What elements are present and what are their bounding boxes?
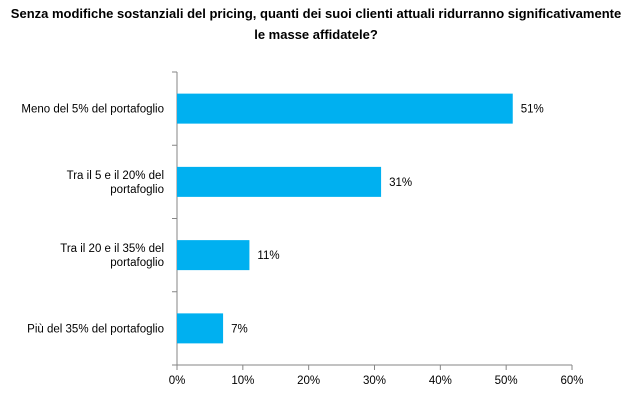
x-tick-label: 60% bbox=[560, 375, 583, 387]
category-label: Tra il 20 e il 35% del bbox=[60, 243, 164, 255]
bar bbox=[177, 166, 382, 197]
bar bbox=[177, 240, 250, 271]
chart-title-line-2: le masse affidatele? bbox=[254, 27, 378, 42]
category-label: portafoglio bbox=[110, 257, 164, 269]
category-label: Meno del 5% del portafoglio bbox=[21, 104, 164, 116]
plot-area: 0% 10% 20% 30% 40% 50% 60% 51% Meno del 5% del p… bbox=[21, 71, 584, 387]
data-label: 7% bbox=[231, 323, 248, 335]
x-tick-label: 20% bbox=[297, 375, 320, 387]
bar bbox=[177, 93, 513, 124]
data-label: 31% bbox=[389, 177, 412, 189]
bar bbox=[177, 313, 224, 344]
x-tick-label: 30% bbox=[363, 375, 386, 387]
x-tick-label: 40% bbox=[429, 375, 452, 387]
chart-title: Senza modifiche sostanziali del pricing,… bbox=[11, 6, 621, 42]
data-label: 11% bbox=[257, 250, 279, 262]
x-tick-label: 0% bbox=[169, 375, 186, 387]
x-tick-label: 10% bbox=[231, 375, 254, 387]
chart-title-line-1: Senza modifiche sostanziali del pricing,… bbox=[11, 6, 621, 21]
category-label: portafoglio bbox=[110, 184, 164, 196]
category-label: Più del 35% del portafoglio bbox=[27, 323, 164, 335]
x-tick-label: 50% bbox=[495, 375, 518, 387]
category-label: Tra il 5 e il 20% del bbox=[67, 170, 164, 182]
data-label: 51% bbox=[521, 104, 544, 116]
